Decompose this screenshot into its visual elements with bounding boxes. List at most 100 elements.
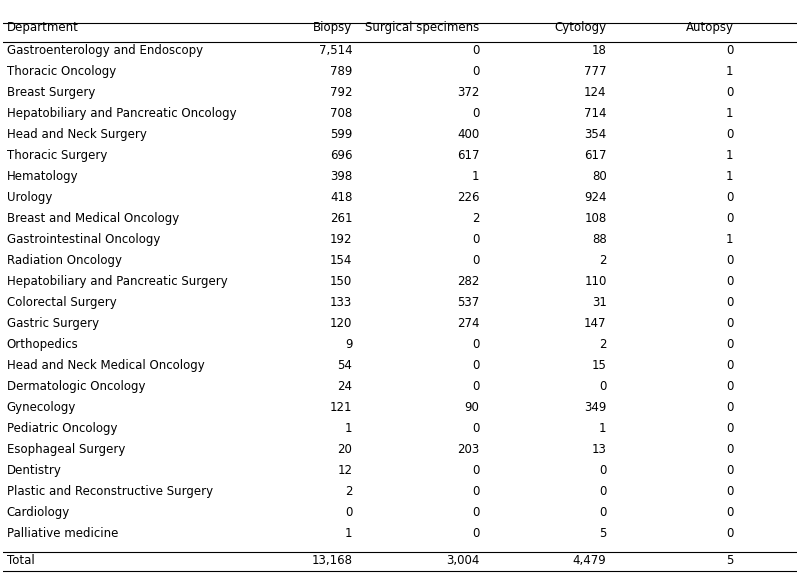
Text: 4,479: 4,479 <box>573 554 606 567</box>
Text: 2: 2 <box>599 254 606 267</box>
Text: 400: 400 <box>457 128 479 141</box>
Text: Dermatologic Oncology: Dermatologic Oncology <box>6 380 146 393</box>
Text: Head and Neck Medical Oncology: Head and Neck Medical Oncology <box>6 360 205 372</box>
Text: Department: Department <box>6 21 78 34</box>
Text: Radiation Oncology: Radiation Oncology <box>6 254 122 267</box>
Text: 0: 0 <box>472 465 479 477</box>
Text: 349: 349 <box>584 401 606 414</box>
Text: 192: 192 <box>330 233 352 246</box>
Text: 31: 31 <box>592 296 606 309</box>
Text: 0: 0 <box>472 485 479 498</box>
Text: 599: 599 <box>330 128 352 141</box>
Text: 13,168: 13,168 <box>311 554 352 567</box>
Text: 90: 90 <box>465 401 479 414</box>
Text: 1: 1 <box>726 65 734 78</box>
Text: 0: 0 <box>726 276 734 288</box>
Text: 12: 12 <box>338 465 352 477</box>
Text: 274: 274 <box>457 317 479 331</box>
Text: 0: 0 <box>472 233 479 246</box>
Text: 2: 2 <box>472 212 479 225</box>
Text: 372: 372 <box>457 86 479 99</box>
Text: 398: 398 <box>330 170 352 183</box>
Text: 108: 108 <box>584 212 606 225</box>
Text: 1: 1 <box>726 170 734 183</box>
Text: Thoracic Surgery: Thoracic Surgery <box>6 149 107 162</box>
Text: Breast and Medical Oncology: Breast and Medical Oncology <box>6 212 179 225</box>
Text: Breast Surgery: Breast Surgery <box>6 86 95 99</box>
Text: 617: 617 <box>457 149 479 162</box>
Text: 0: 0 <box>472 380 479 393</box>
Text: 792: 792 <box>330 86 352 99</box>
Text: 777: 777 <box>584 65 606 78</box>
Text: Surgical specimens: Surgical specimens <box>365 21 479 34</box>
Text: 147: 147 <box>584 317 606 331</box>
Text: 1: 1 <box>726 107 734 120</box>
Text: 789: 789 <box>330 65 352 78</box>
Text: Palliative medicine: Palliative medicine <box>6 527 118 541</box>
Text: 5: 5 <box>726 554 734 567</box>
Text: Gynecology: Gynecology <box>6 401 76 414</box>
Text: 133: 133 <box>330 296 352 309</box>
Text: 1: 1 <box>599 422 606 436</box>
Text: Gastroenterology and Endoscopy: Gastroenterology and Endoscopy <box>6 44 203 57</box>
Text: Autopsy: Autopsy <box>686 21 734 34</box>
Text: 110: 110 <box>584 276 606 288</box>
Text: 88: 88 <box>592 233 606 246</box>
Text: 0: 0 <box>472 360 479 372</box>
Text: 0: 0 <box>726 317 734 331</box>
Text: 0: 0 <box>726 485 734 498</box>
Text: 0: 0 <box>726 401 734 414</box>
Text: 0: 0 <box>472 527 479 541</box>
Text: 0: 0 <box>726 212 734 225</box>
Text: 0: 0 <box>726 254 734 267</box>
Text: 154: 154 <box>330 254 352 267</box>
Text: 617: 617 <box>584 149 606 162</box>
Text: 20: 20 <box>338 444 352 456</box>
Text: 708: 708 <box>330 107 352 120</box>
Text: 0: 0 <box>726 128 734 141</box>
Text: 0: 0 <box>472 65 479 78</box>
Text: 124: 124 <box>584 86 606 99</box>
Text: Cardiology: Cardiology <box>6 506 70 520</box>
Text: Plastic and Reconstructive Surgery: Plastic and Reconstructive Surgery <box>6 485 213 498</box>
Text: 5: 5 <box>599 527 606 541</box>
Text: 13: 13 <box>592 444 606 456</box>
Text: 282: 282 <box>457 276 479 288</box>
Text: 0: 0 <box>726 380 734 393</box>
Text: 1: 1 <box>726 149 734 162</box>
Text: Cytology: Cytology <box>554 21 606 34</box>
Text: Head and Neck Surgery: Head and Neck Surgery <box>6 128 146 141</box>
Text: Colorectal Surgery: Colorectal Surgery <box>6 296 117 309</box>
Text: 0: 0 <box>726 44 734 57</box>
Text: 0: 0 <box>726 296 734 309</box>
Text: 15: 15 <box>592 360 606 372</box>
Text: 0: 0 <box>726 191 734 204</box>
Text: 1: 1 <box>345 527 352 541</box>
Text: 0: 0 <box>599 506 606 520</box>
Text: 203: 203 <box>457 444 479 456</box>
Text: 2: 2 <box>345 485 352 498</box>
Text: 2: 2 <box>599 338 606 351</box>
Text: 18: 18 <box>592 44 606 57</box>
Text: 80: 80 <box>592 170 606 183</box>
Text: 0: 0 <box>726 360 734 372</box>
Text: 1: 1 <box>726 233 734 246</box>
Text: 0: 0 <box>472 338 479 351</box>
Text: Dentistry: Dentistry <box>6 465 62 477</box>
Text: 0: 0 <box>599 485 606 498</box>
Text: Biopsy: Biopsy <box>313 21 352 34</box>
Text: 418: 418 <box>330 191 352 204</box>
Text: 226: 226 <box>457 191 479 204</box>
Text: 696: 696 <box>330 149 352 162</box>
Text: 354: 354 <box>584 128 606 141</box>
Text: 7,514: 7,514 <box>318 44 352 57</box>
Text: Pediatric Oncology: Pediatric Oncology <box>6 422 118 436</box>
Text: Esophageal Surgery: Esophageal Surgery <box>6 444 125 456</box>
Text: 0: 0 <box>726 338 734 351</box>
Text: 261: 261 <box>330 212 352 225</box>
Text: 0: 0 <box>726 422 734 436</box>
Text: 714: 714 <box>584 107 606 120</box>
Text: 0: 0 <box>472 254 479 267</box>
Text: 0: 0 <box>726 527 734 541</box>
Text: 0: 0 <box>726 86 734 99</box>
